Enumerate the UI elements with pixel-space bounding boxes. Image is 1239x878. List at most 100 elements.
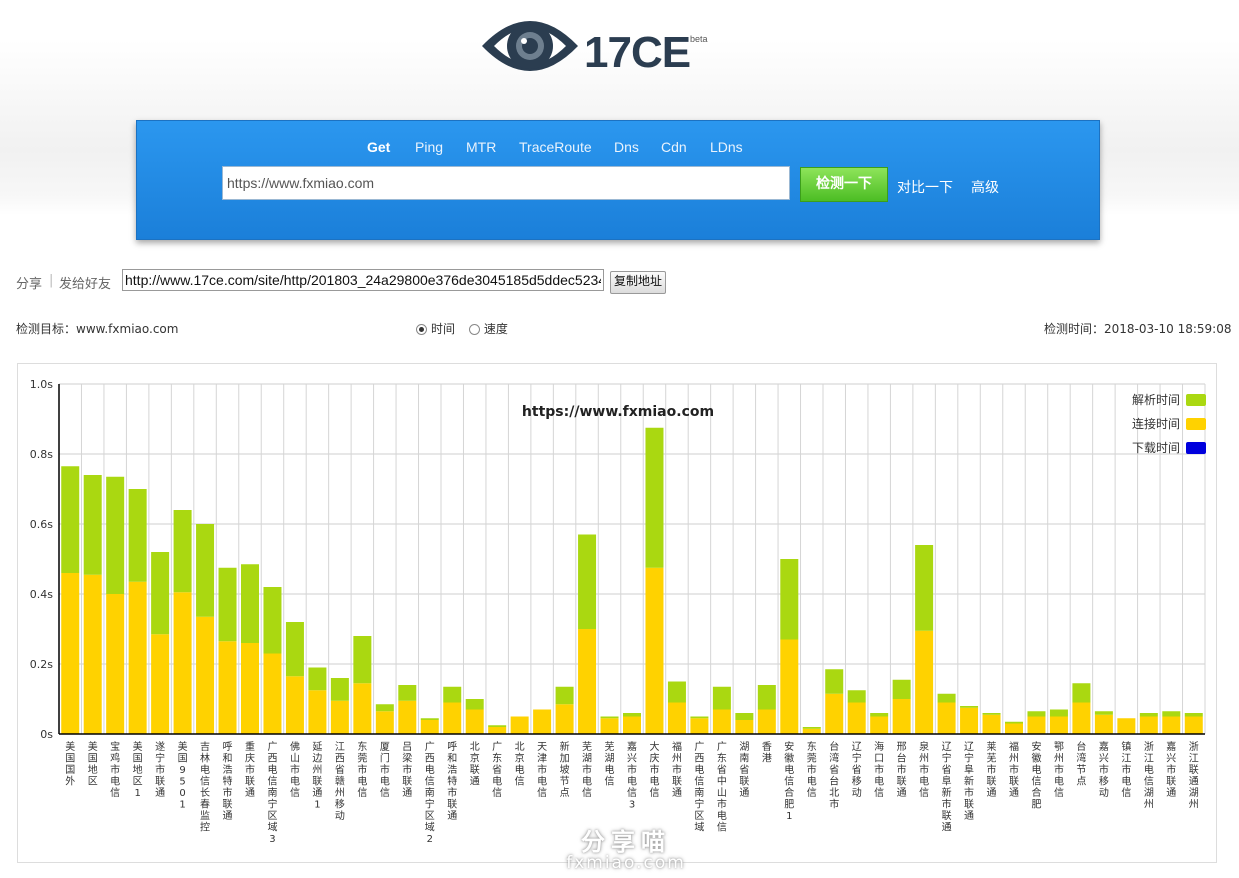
logo-text: 17CE [584, 28, 691, 77]
share-url-input[interactable] [122, 269, 604, 291]
x-tick-label: 浙江联通湖州 [1189, 741, 1199, 811]
x-tick-label: 嘉兴市联通 [1166, 740, 1176, 799]
x-tick-label: 美国 9 5 0 1 [178, 740, 188, 811]
bar-connect-time [375, 711, 394, 734]
x-tick-label: 广西电信南宁区域 [694, 741, 704, 834]
bar-connect-time [982, 714, 1001, 734]
bar-connect-time [1094, 714, 1113, 734]
tab-ping[interactable]: Ping [415, 139, 444, 155]
bar-connect-time [712, 709, 731, 734]
x-tick-label: 邢台市联通 [897, 741, 907, 799]
x-tick-label: 东莞市电信 [357, 740, 367, 799]
bar-connect-time [1049, 716, 1068, 734]
bar-connect-time [847, 702, 866, 734]
x-tick-label: 江西省赣州移动 [335, 741, 345, 822]
x-tick-label: 美国国外 [65, 740, 75, 788]
legend-swatch [1186, 394, 1206, 406]
x-tick-label: 辽宁省移动 [852, 741, 862, 799]
tab-mtr[interactable]: MTR [466, 139, 497, 155]
bar-dns-time [780, 559, 799, 640]
bar-connect-time [960, 707, 979, 734]
bar-dns-time [892, 679, 911, 699]
bar-connect-time [578, 629, 597, 734]
bar-connect-time [690, 718, 709, 734]
bar-dns-time [83, 475, 102, 575]
test-time-value: 2018-03-10 18:59:08 [1104, 322, 1232, 336]
tab-ldns[interactable]: LDns [710, 139, 743, 155]
bar-dns-time [61, 466, 80, 573]
legend-label: 解析时间 [1132, 393, 1180, 407]
bar-connect-time [757, 709, 776, 734]
tab-get[interactable]: Get [367, 139, 391, 155]
check-button[interactable]: 检测一下 [800, 167, 888, 202]
logo-beta-badge: beta [690, 34, 708, 44]
bar-connect-time [398, 700, 417, 734]
tab-traceroute[interactable]: TraceRoute [519, 139, 592, 155]
x-tick-label: 广东省中山市电信 [717, 741, 727, 834]
y-tick-label: 0.6s [30, 518, 53, 531]
x-tick-label: 新加坡节点 [560, 740, 570, 799]
advanced-link[interactable]: 高级 [971, 180, 999, 196]
bar-connect-time [106, 594, 125, 734]
x-tick-label: 呼和浩特市联通 [223, 741, 233, 822]
bar-connect-time [128, 581, 147, 734]
x-tick-label: 安徽电信合肥 1 [784, 740, 794, 822]
y-tick-label: 0.2s [30, 658, 53, 671]
bar-connect-time [173, 592, 192, 734]
bar-dns-time [173, 510, 192, 593]
legend-swatch [1186, 418, 1206, 430]
bar-connect-time [1162, 716, 1181, 734]
tab-dns[interactable]: Dns [614, 139, 639, 155]
bar-dns-time [263, 587, 282, 654]
copy-address-button[interactable]: 复制地址 [610, 271, 667, 294]
x-tick-label: 辽宁省阜新市联通 [942, 741, 952, 834]
x-tick-label: 大庆市电信 [649, 740, 659, 799]
bar-connect-time [1005, 723, 1023, 734]
bar-connect-time [780, 639, 799, 734]
tab-cdn[interactable]: Cdn [661, 139, 687, 155]
radio-unchecked-icon[interactable] [468, 324, 480, 335]
bar-dns-time [353, 636, 372, 684]
bar-connect-time [330, 700, 349, 734]
bar-dns-time [555, 686, 574, 705]
bar-dns-time [151, 552, 170, 635]
bar-dns-time [1139, 713, 1158, 717]
x-tick-label: 广西电信南宁区域 2 [425, 741, 435, 845]
bar-dns-time [196, 524, 215, 617]
logo[interactable]: 17CE beta [480, 6, 720, 86]
bar-connect-time [61, 573, 80, 734]
mode-speed-option[interactable]: 速度 [468, 322, 508, 336]
bar-connect-time [937, 702, 956, 734]
mode-time-option[interactable]: 时间 [416, 322, 455, 336]
eye-logo-icon [482, 21, 578, 71]
bar-dns-time [106, 476, 125, 594]
bar-dns-time [330, 678, 349, 701]
bar-connect-time [600, 718, 619, 734]
x-tick-label: 北京电信 [515, 741, 525, 788]
bar-connect-time [510, 716, 529, 734]
test-time: 检测时间：2018-03-10 18:59:08 [1044, 320, 1231, 337]
x-tick-label: 台湾省台北市 [829, 740, 839, 811]
x-tick-label: 莱芜市联通 [987, 741, 997, 799]
legend-swatch [1186, 442, 1206, 454]
x-tick-label: 安徽电信合肥 [1031, 740, 1041, 811]
bar-dns-time [735, 713, 754, 720]
x-tick-label: 泉州市电信 [919, 740, 929, 799]
compare-link[interactable]: 对比一下 [897, 180, 953, 196]
radio-checked-icon[interactable] [416, 324, 427, 335]
bar-connect-time [263, 653, 282, 734]
x-tick-label: 广西电信南宁区域 3 [267, 741, 277, 845]
x-tick-label: 福州市联通 [1009, 740, 1019, 799]
bar-connect-time [555, 704, 574, 734]
bar-dns-time [241, 564, 259, 643]
bar-connect-time [285, 676, 304, 734]
x-tick-label: 鄂州市电信 [1054, 741, 1064, 799]
bar-connect-time [241, 643, 259, 734]
url-input[interactable] [222, 166, 790, 200]
bar-connect-time [1117, 718, 1136, 734]
bar-dns-time [465, 699, 484, 710]
bar-dns-time [488, 725, 507, 727]
bar-connect-time [1139, 716, 1158, 734]
bar-connect-time [353, 683, 372, 734]
bar-connect-time [196, 616, 215, 734]
